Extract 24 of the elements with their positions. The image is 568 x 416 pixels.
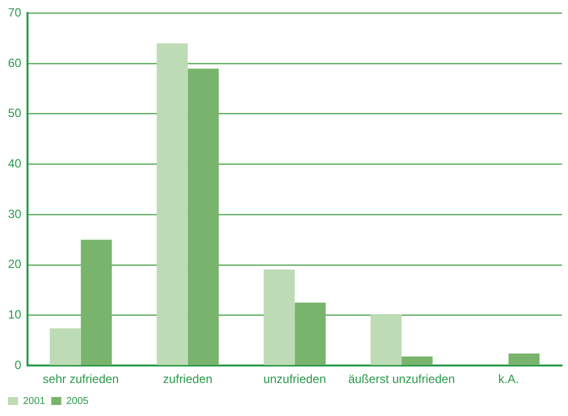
y-tick-label: 60 — [8, 56, 22, 70]
y-tick-label: 0 — [14, 358, 22, 372]
y-tick-label: 50 — [8, 106, 22, 120]
bar — [370, 314, 402, 365]
bar — [50, 328, 81, 365]
bar — [156, 43, 188, 365]
bar — [294, 302, 326, 365]
y-tick-label: 20 — [8, 257, 22, 272]
bar — [264, 269, 295, 365]
legend-label: 2005 — [66, 396, 89, 407]
x-tick-label: unzufrieden — [263, 372, 326, 386]
bar — [80, 240, 112, 365]
y-tick-label: 30 — [8, 206, 22, 221]
bar — [508, 354, 540, 365]
bar — [402, 356, 433, 365]
bar — [188, 68, 219, 365]
x-tick-label: sehr zufrieden — [42, 372, 119, 386]
x-tick-label: k.A. — [498, 372, 519, 386]
y-tick-label: 40 — [8, 156, 22, 171]
x-tick-label: zufrieden — [163, 372, 212, 386]
x-tick-label: äußerst unzufrieden — [348, 372, 455, 386]
legend-label: 2001 — [23, 396, 46, 407]
y-tick-label: 70 — [8, 6, 22, 20]
y-tick-label: 10 — [8, 308, 22, 322]
